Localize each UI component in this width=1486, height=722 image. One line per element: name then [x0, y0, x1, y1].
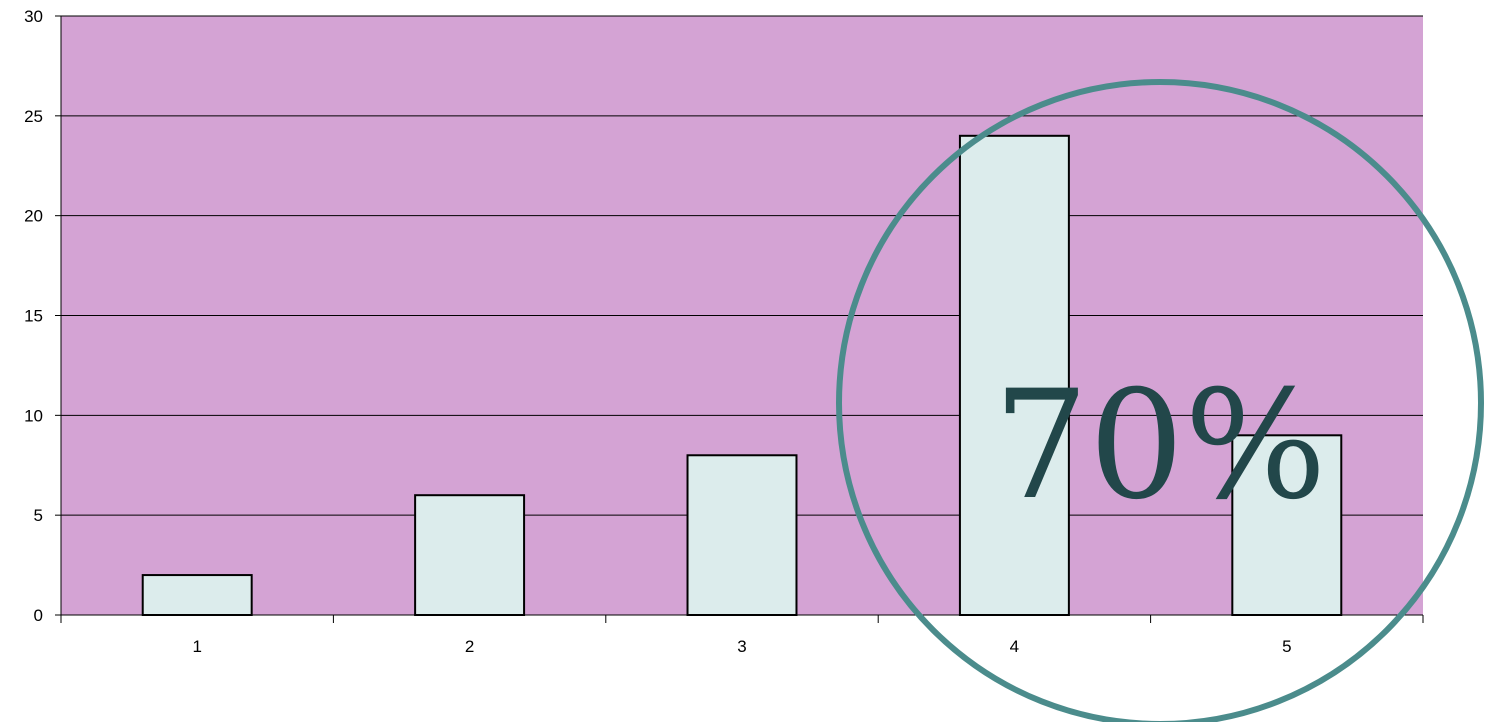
y-tick-label: 20	[24, 207, 43, 226]
highlight-circle	[836, 79, 1484, 722]
y-tick-label: 10	[24, 406, 43, 425]
x-tick-label: 1	[192, 637, 201, 656]
x-tick-label: 3	[737, 637, 746, 656]
x-tick-label: 4	[1010, 637, 1019, 656]
bar-series	[141, 134, 1343, 617]
bar-2	[414, 494, 526, 617]
y-tick-label: 5	[34, 506, 43, 525]
x-tick-label: 2	[465, 637, 474, 656]
x-tick-label: 5	[1282, 637, 1291, 656]
y-tick-label: 25	[24, 107, 43, 126]
y-axis-tick-labels: 0 5 10 15 20 25 30	[24, 7, 43, 625]
bar-3	[686, 454, 798, 616]
y-tick-label: 0	[34, 606, 43, 625]
y-tick-label: 15	[24, 307, 43, 326]
x-axis-tick-labels: 1 2 3 4 5	[192, 637, 1291, 656]
gridlines	[61, 15, 1423, 516]
y-tick-label: 30	[24, 7, 43, 26]
percent-annotation: 70%	[993, 359, 1326, 533]
bar-1	[141, 574, 253, 616]
axes	[55, 15, 1424, 623]
